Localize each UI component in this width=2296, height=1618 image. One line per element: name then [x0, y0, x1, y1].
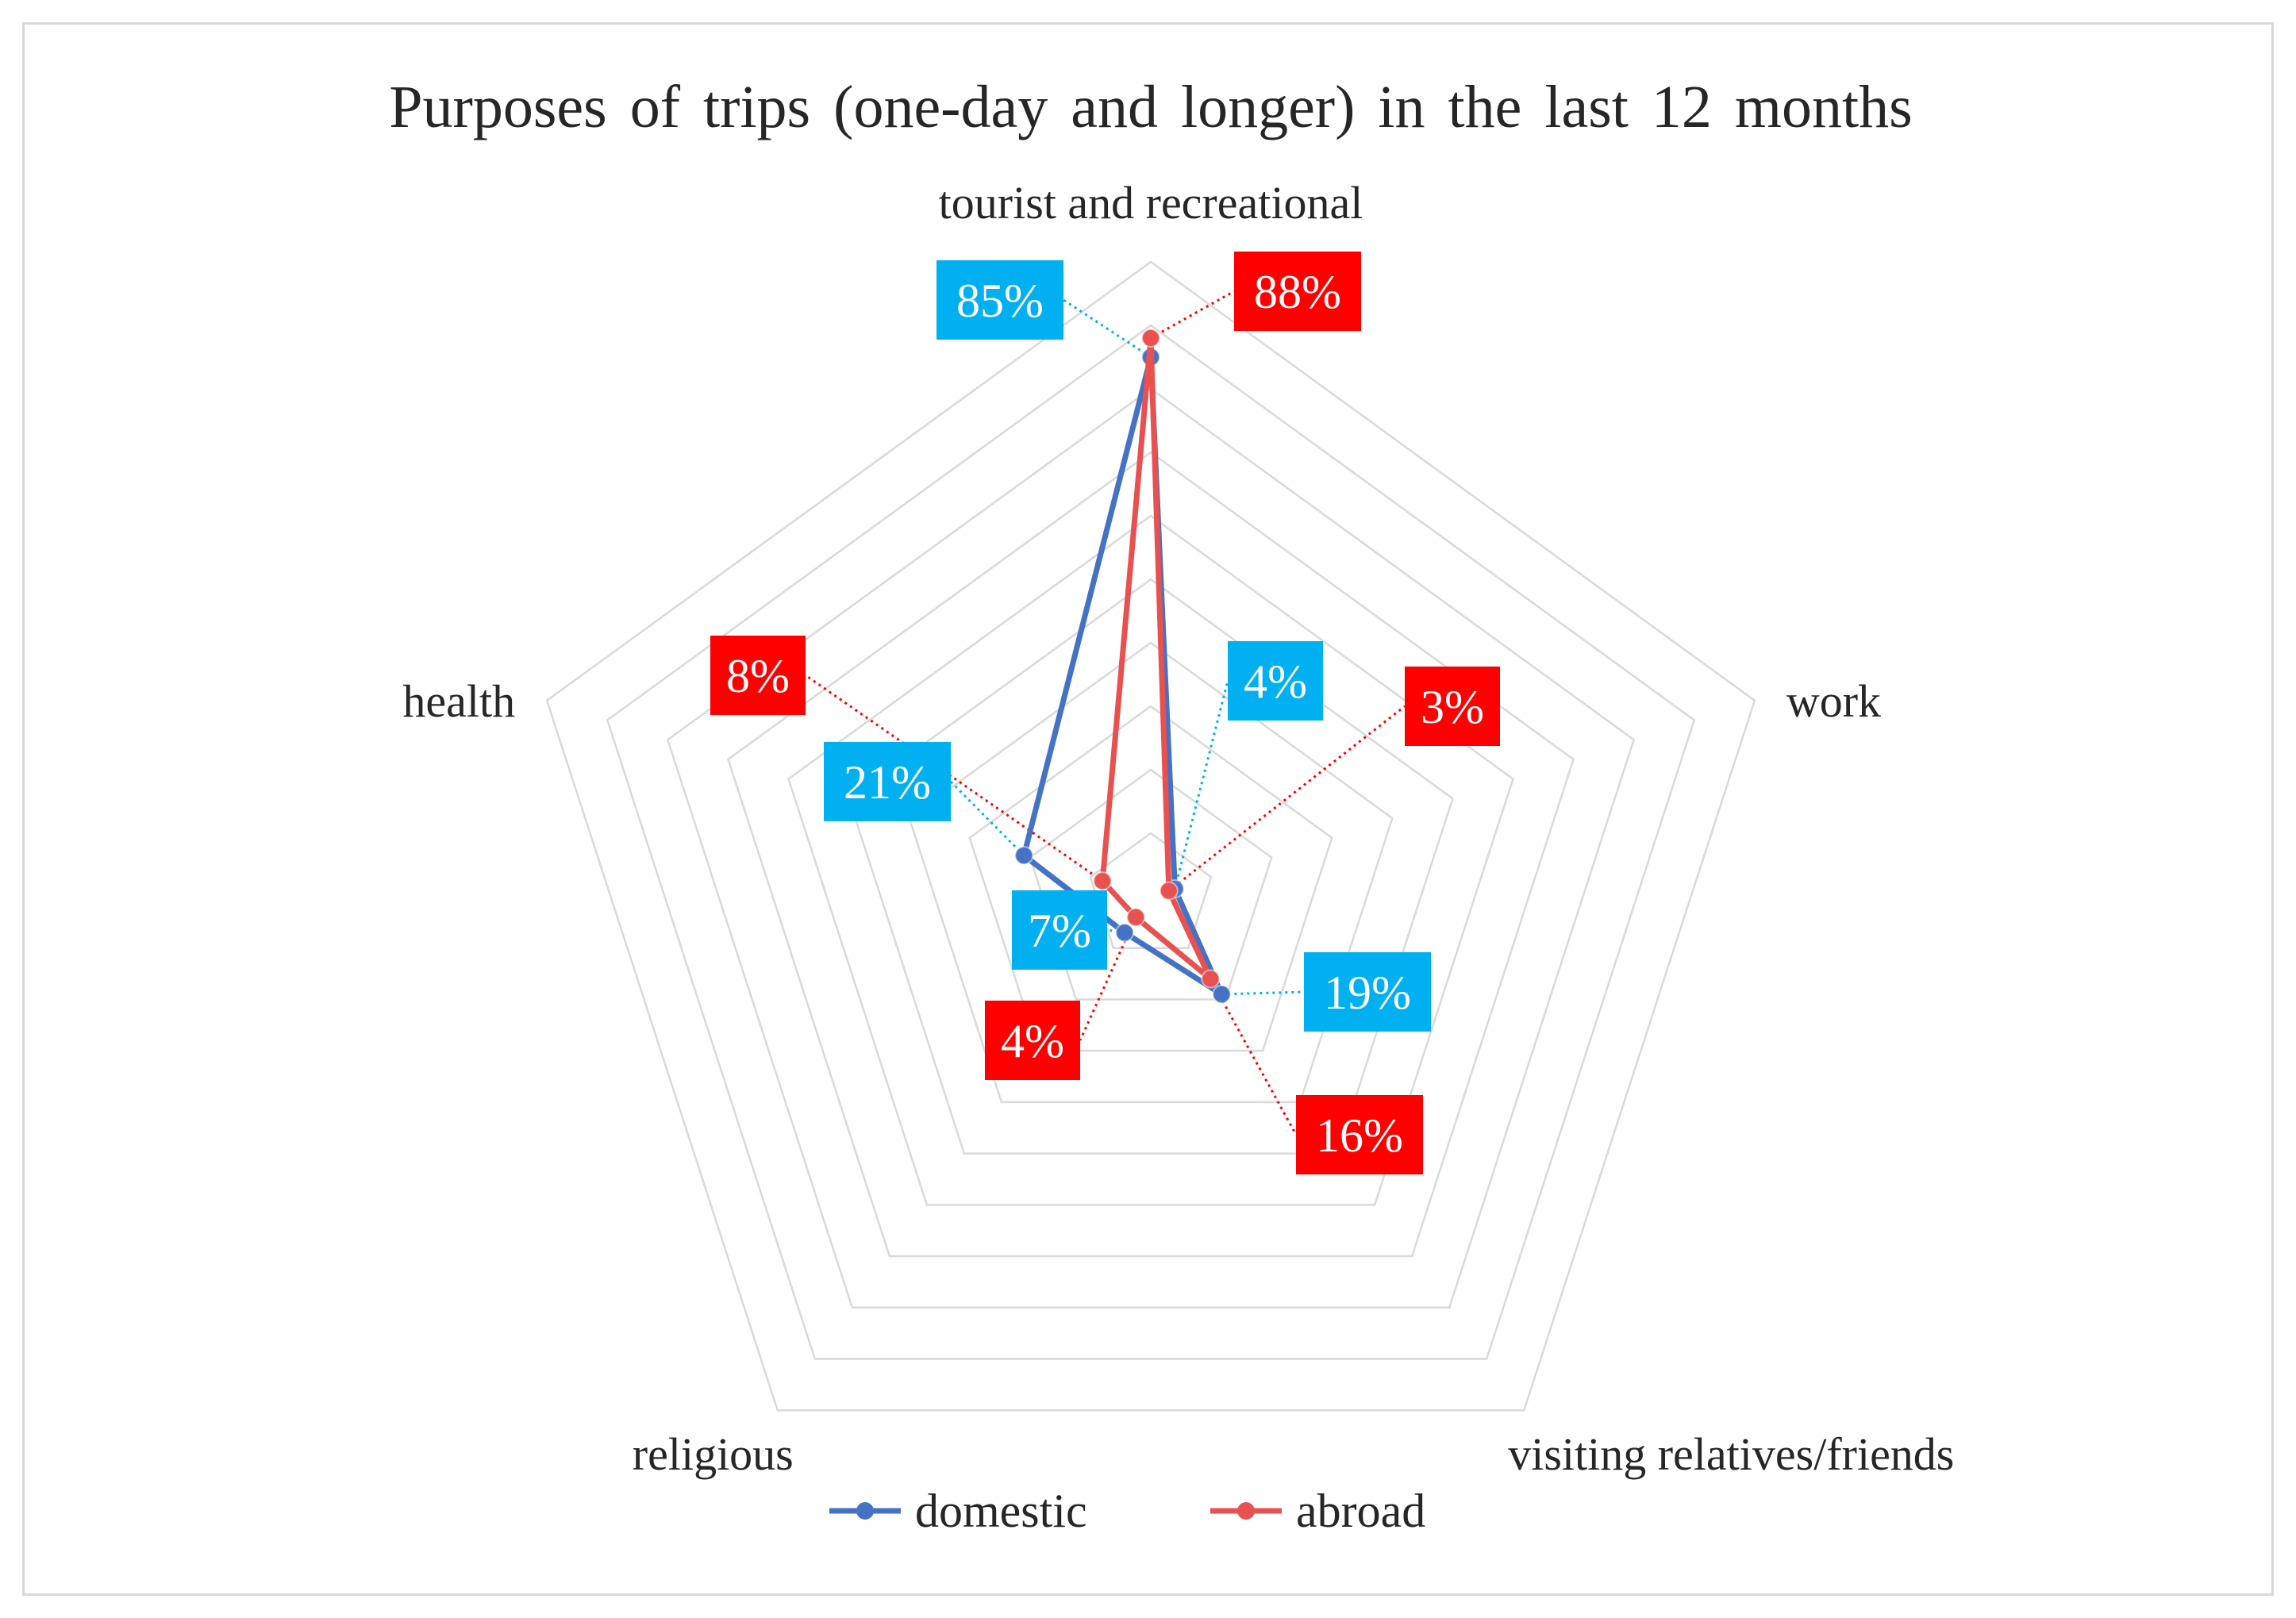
data-label-domestic-work: 4%: [1244, 655, 1307, 708]
data-point-abroad-tourist-and-recreational: [1141, 329, 1160, 348]
data-label-box-abroad-religious: [985, 1001, 1080, 1080]
data-label-abroad-work: 3%: [1421, 681, 1484, 733]
leader-line-domestic-tourist-and-recreational: [1063, 298, 1152, 359]
grid-ring: [726, 451, 1575, 1258]
leader-lines: [805, 290, 1406, 1136]
data-label-box-abroad-visiting-relatives-friends: [1296, 1095, 1423, 1174]
data-label-abroad-tourist-and-recreational: 88%: [1254, 266, 1341, 318]
data-labels: 85% 4% 19% 7% 21% 88% 3% 16% 4% 8%: [710, 252, 1500, 1174]
data-point-abroad-work: [1159, 881, 1179, 901]
axis-labels: tourist and recreational work visiting rel…: [402, 177, 1954, 1480]
leader-line-domestic-visiting-relatives-friends: [1221, 990, 1305, 996]
data-label-box-abroad-health: [710, 636, 806, 715]
data-point-domestic-religious: [1115, 923, 1135, 943]
leader-line-domestic-religious: [1106, 928, 1125, 934]
chart-frame: [22, 22, 2274, 1596]
data-label-box-domestic-work: [1228, 641, 1323, 721]
leader-line-abroad-visiting-relatives-friends: [1209, 978, 1298, 1136]
data-point-abroad-religious: [1126, 907, 1146, 927]
data-point-abroad-health: [1093, 871, 1113, 891]
chart-title: Purposes of trips (one-day and longer) i…: [389, 74, 1912, 140]
data-label-box-abroad-work: [1405, 667, 1500, 746]
legend-marker-domestic: [856, 1502, 874, 1520]
data-label-box-domestic-visiting-relatives-friends: [1304, 952, 1431, 1032]
radar-grid: [545, 260, 1756, 1412]
data-point-domestic-visiting-relatives-friends: [1212, 984, 1232, 1004]
data-point-abroad-visiting-relatives-friends: [1201, 969, 1221, 989]
axis-label-health: health: [402, 675, 515, 727]
grid-ring: [606, 324, 1696, 1360]
legend: domestic abroad: [829, 1485, 1425, 1537]
axis-label-religious: religious: [633, 1428, 794, 1480]
data-label-box-domestic-health: [824, 742, 951, 821]
legend-marker-abroad: [1237, 1502, 1255, 1520]
data-label-box-domestic-tourist-and-recreational: [936, 260, 1063, 340]
grid-ring: [968, 705, 1333, 1052]
axis-label-work: work: [1786, 675, 1881, 727]
data-label-domestic-visiting-relatives-friends: 19%: [1324, 967, 1411, 1019]
series-line-abroad: [1099, 335, 1213, 982]
legend-label-abroad: abroad: [1296, 1485, 1425, 1537]
data-label-domestic-religious: 7%: [1028, 905, 1091, 957]
leader-line-abroad-work: [1167, 705, 1406, 892]
series-layer: [1014, 329, 1232, 1004]
data-point-domestic-health: [1014, 846, 1034, 866]
axis-label-visiting-relatives-friends: visiting relatives/friends: [1508, 1428, 1954, 1480]
data-label-box-domestic-religious: [1012, 890, 1107, 970]
data-label-box-abroad-tourist-and-recreational: [1234, 252, 1361, 331]
legend-label-domestic: domestic: [915, 1485, 1087, 1537]
series-line-domestic: [1021, 354, 1225, 997]
grid-ring: [1029, 768, 1273, 1001]
grid-ring: [666, 387, 1636, 1309]
data-label-abroad-visiting-relatives-friends: 16%: [1316, 1109, 1403, 1162]
leader-line-domestic-health: [949, 780, 1025, 857]
data-label-abroad-health: 8%: [726, 650, 790, 702]
grid-ring: [848, 578, 1454, 1155]
data-label-abroad-religious: 4%: [1001, 1015, 1064, 1067]
leader-line-domestic-work: [1173, 680, 1229, 890]
data-label-domestic-tourist-and-recreational: 85%: [956, 275, 1044, 327]
data-label-domestic-health: 21%: [844, 756, 931, 809]
axis-label-tourist-and-recreational: tourist and recreational: [939, 177, 1363, 229]
grid-ring: [545, 260, 1756, 1412]
leader-line-abroad-tourist-and-recreational: [1150, 290, 1235, 340]
